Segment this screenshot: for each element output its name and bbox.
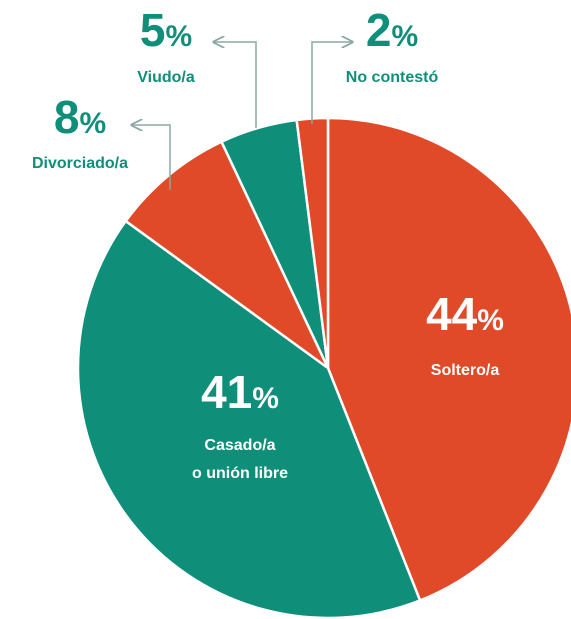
category-label: Casado/a o unión libre (192, 437, 288, 482)
category-label: Divorciado/a (32, 155, 128, 172)
pie-slice (123, 140, 330, 370)
category-label: No contestó (346, 69, 439, 86)
pie-slice (326, 116, 571, 603)
value-label: 44% (426, 288, 504, 340)
leader-line (132, 125, 171, 190)
category-label: Viudo/a (137, 69, 195, 86)
leader-line (311, 42, 352, 124)
category-label: Soltero/a (431, 362, 500, 379)
value-label: 5% (140, 4, 192, 56)
leader-line (214, 42, 257, 128)
value-label: 8% (54, 91, 106, 143)
value-label: 41% (201, 366, 279, 418)
value-label: 2% (366, 4, 418, 56)
pie-slice (76, 219, 422, 619)
